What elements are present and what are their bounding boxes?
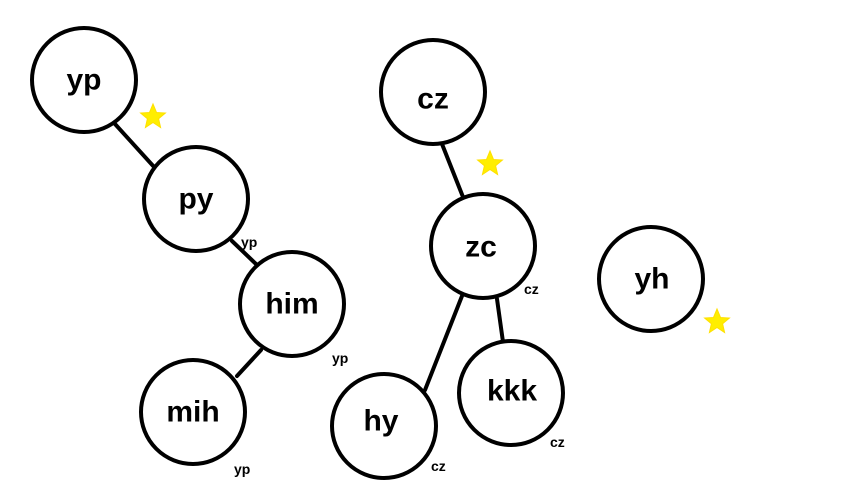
node-label: yp bbox=[66, 64, 101, 97]
node-circle bbox=[30, 26, 138, 134]
node-circle bbox=[429, 192, 537, 300]
edge-yp-py bbox=[113, 122, 157, 170]
node-label: him bbox=[265, 288, 318, 321]
parent-label-him: yp bbox=[332, 350, 348, 366]
node-circle bbox=[330, 372, 438, 480]
edge-cz-zc bbox=[440, 142, 465, 199]
node-zc: zc bbox=[429, 192, 537, 300]
node-circle bbox=[142, 145, 250, 253]
edge-him-mih bbox=[235, 348, 263, 378]
star-icon bbox=[476, 149, 504, 176]
parent-label-hy: cz bbox=[431, 458, 446, 474]
node-mih: mih bbox=[139, 358, 247, 466]
node-label: hy bbox=[363, 405, 398, 438]
node-circle bbox=[238, 250, 346, 358]
edges bbox=[113, 122, 505, 392]
edge-zc-hy bbox=[423, 294, 464, 392]
parent-label-kkk: cz bbox=[550, 434, 565, 450]
edge-zc-kkk bbox=[495, 297, 505, 344]
node-label: yh bbox=[634, 263, 669, 296]
node-circle bbox=[597, 225, 705, 333]
parent-label-py: yp bbox=[241, 234, 257, 250]
node-label: mih bbox=[166, 396, 219, 429]
node-kkk: kkk bbox=[457, 339, 565, 447]
node-label: py bbox=[178, 183, 213, 216]
parent-label-zc: cz bbox=[524, 281, 539, 297]
node-circle bbox=[139, 358, 247, 466]
star-icon bbox=[703, 307, 731, 334]
star-icon bbox=[139, 102, 167, 129]
node-yh: yh bbox=[597, 225, 705, 333]
node-yp: yp bbox=[30, 26, 138, 134]
node-circle bbox=[457, 339, 565, 447]
node-py: py bbox=[142, 145, 250, 253]
node-cz: cz bbox=[379, 38, 487, 146]
node-circle bbox=[379, 38, 487, 146]
node-label: zc bbox=[465, 231, 497, 264]
node-label: kkk bbox=[487, 375, 537, 408]
parent-label-mih: yp bbox=[234, 461, 250, 477]
node-label: cz bbox=[417, 83, 449, 116]
node-hy: hy bbox=[330, 372, 438, 480]
root-markers bbox=[139, 102, 731, 334]
edge-py-him bbox=[230, 239, 258, 266]
node-him: him bbox=[238, 250, 346, 358]
